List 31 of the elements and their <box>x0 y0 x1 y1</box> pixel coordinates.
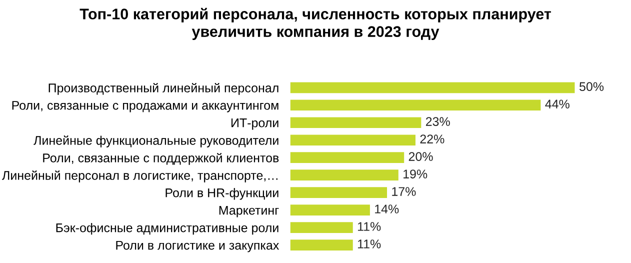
data-label: 50% <box>580 82 604 91</box>
bar <box>290 222 353 233</box>
bar <box>290 240 353 250</box>
bar <box>290 152 404 164</box>
bar <box>290 187 388 198</box>
bar <box>290 117 422 128</box>
y-tick-label: Маркетинг <box>219 206 279 218</box>
y-tick-label: Роли, связанные с продажами и аккаунтингом <box>12 101 278 112</box>
bar <box>290 82 575 94</box>
data-label: 14% <box>375 204 399 214</box>
y-tick-label: ИТ-роли <box>231 118 278 130</box>
data-label: 44% <box>545 100 570 108</box>
y-tick-label: Линейные функциональные руководители <box>34 135 278 148</box>
bar <box>290 204 370 216</box>
bar <box>290 100 541 111</box>
y-tick-label: Роли, связанные с поддержкой клиентов <box>43 152 279 165</box>
chart-title: Топ-10 категорий персонала, численность которых планирует увеличить компания в 2023 году <box>80 8 551 40</box>
data-label: 22% <box>420 134 444 144</box>
y-tick-label: Линейный персонал в логистике, транспорте,… <box>2 170 278 182</box>
bar <box>290 170 398 181</box>
data-label: 19% <box>404 170 428 178</box>
y-tick-label: Производственный линейный персонал <box>48 83 278 95</box>
y-tick-label: Роли в логистике и закупках <box>116 240 280 252</box>
bar <box>290 134 416 146</box>
data-label: 11% <box>358 222 381 231</box>
data-label: 20% <box>408 152 433 161</box>
data-label: 17% <box>392 187 416 196</box>
y-tick-label: Роли в HR-функции <box>166 188 278 200</box>
data-label: 23% <box>426 117 450 126</box>
data-label: 11% <box>358 240 381 248</box>
y-tick-label: Бэк-офисные административные роли <box>56 223 278 235</box>
